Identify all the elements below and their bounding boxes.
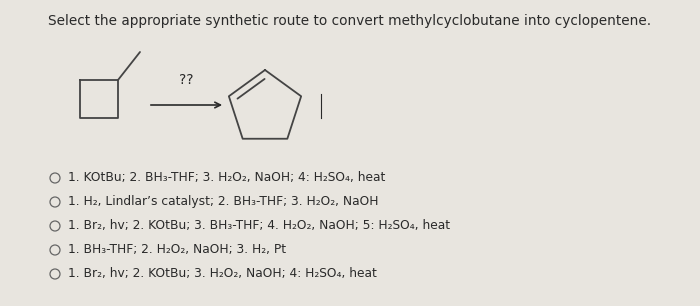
Text: 1. H₂, Lindlar’s catalyst; 2. BH₃-THF; 3. H₂O₂, NaOH: 1. H₂, Lindlar’s catalyst; 2. BH₃-THF; 3…	[68, 196, 379, 208]
Text: Select the appropriate synthetic route to convert methylcyclobutane into cyclope: Select the appropriate synthetic route t…	[48, 14, 652, 28]
Text: 1. Br₂, hv; 2. KOtBu; 3. BH₃-THF; 4. H₂O₂, NaOH; 5: H₂SO₄, heat: 1. Br₂, hv; 2. KOtBu; 3. BH₃-THF; 4. H₂O…	[68, 219, 450, 233]
Text: 1. Br₂, hv; 2. KOtBu; 3. H₂O₂, NaOH; 4: H₂SO₄, heat: 1. Br₂, hv; 2. KOtBu; 3. H₂O₂, NaOH; 4: …	[68, 267, 377, 281]
Text: ??: ??	[179, 73, 194, 87]
Text: 1. BH₃-THF; 2. H₂O₂, NaOH; 3. H₂, Pt: 1. BH₃-THF; 2. H₂O₂, NaOH; 3. H₂, Pt	[68, 244, 286, 256]
Text: 1. KOtBu; 2. BH₃-THF; 3. H₂O₂, NaOH; 4: H₂SO₄, heat: 1. KOtBu; 2. BH₃-THF; 3. H₂O₂, NaOH; 4: …	[68, 171, 386, 185]
